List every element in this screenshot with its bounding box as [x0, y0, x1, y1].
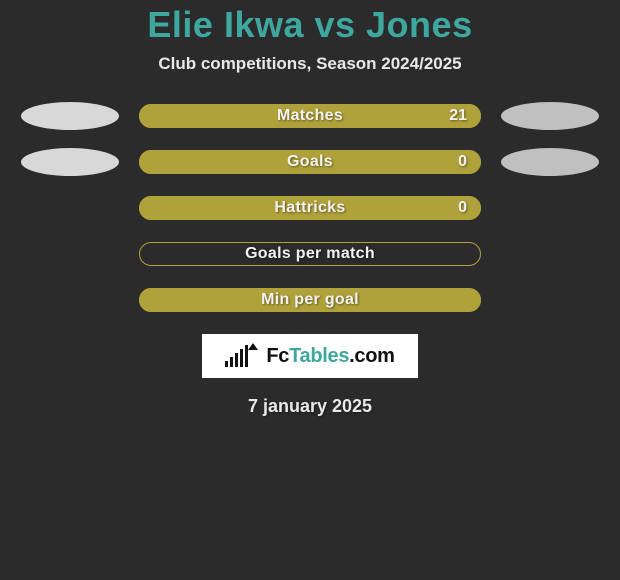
player-right-marker: [501, 148, 599, 176]
logo-bar-segment: [240, 349, 243, 367]
logo-suffix: .com: [349, 345, 394, 367]
comparison-infographic: Elie Ikwa vs Jones Club competitions, Se…: [0, 0, 620, 417]
logo-arrow-icon: [248, 343, 258, 350]
player-left-marker: [21, 286, 119, 314]
logo-main: Tables: [289, 345, 349, 367]
logo-bar-segment: [235, 353, 238, 367]
stat-bar: Hattricks0: [139, 196, 481, 220]
stat-row: Goals0: [0, 150, 620, 174]
player-right-marker: [501, 286, 599, 314]
stat-label: Matches: [139, 104, 481, 128]
player-left-marker: [21, 194, 119, 222]
stat-label: Min per goal: [139, 288, 481, 312]
stat-bar: Goals0: [139, 150, 481, 174]
logo-box: FcTables.com: [202, 334, 418, 378]
stat-label: Hattricks: [139, 196, 481, 220]
stat-row: Min per goal: [0, 288, 620, 312]
player-right-marker: [501, 102, 599, 130]
player-right-marker: [501, 194, 599, 222]
subtitle: Club competitions, Season 2024/2025: [0, 54, 620, 74]
stat-value: 0: [458, 150, 467, 174]
stat-rows: Matches21Goals0Hattricks0Goals per match…: [0, 104, 620, 312]
player-left-marker: [21, 102, 119, 130]
logo-prefix: Fc: [266, 345, 289, 367]
player-right-marker: [501, 240, 599, 268]
stat-row: Matches21: [0, 104, 620, 128]
player-left-marker: [21, 148, 119, 176]
logo-bar-segment: [225, 361, 228, 367]
date-label: 7 january 2025: [0, 396, 620, 417]
logo-bars-icon: [225, 345, 248, 367]
stat-bar: Min per goal: [139, 288, 481, 312]
stat-row: Goals per match: [0, 242, 620, 266]
stat-value: 0: [458, 196, 467, 220]
stat-label: Goals: [139, 150, 481, 174]
fctables-logo: FcTables.com: [225, 345, 394, 368]
stat-bar: Matches21: [139, 104, 481, 128]
stat-row: Hattricks0: [0, 196, 620, 220]
page-title: Elie Ikwa vs Jones: [0, 4, 620, 46]
stat-label: Goals per match: [139, 242, 481, 266]
stat-value: 21: [449, 104, 467, 128]
player-left-marker: [21, 240, 119, 268]
logo-text: FcTables.com: [266, 345, 394, 368]
logo-bar-segment: [230, 357, 233, 367]
stat-bar: Goals per match: [139, 242, 481, 266]
